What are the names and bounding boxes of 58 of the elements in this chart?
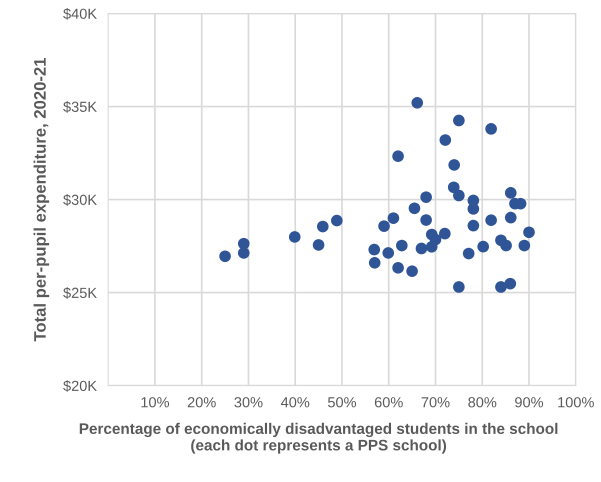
- x-tick-label: 80%: [468, 397, 496, 408]
- y-tick-label: $20K: [63, 380, 97, 392]
- point: [396, 240, 408, 252]
- x-axis-title: Percentage of economically disadvantaged students in the school (each dot represents a PPS school): [80, 422, 558, 454]
- point: [462, 248, 474, 260]
- x-tick-label: 90%: [515, 397, 544, 408]
- point: [453, 281, 465, 293]
- point: [448, 159, 460, 171]
- point: [420, 214, 432, 226]
- point: [468, 220, 480, 232]
- point: [448, 181, 460, 194]
- point: [288, 231, 301, 243]
- point: [518, 240, 530, 252]
- x-tick-label: 50%: [328, 397, 356, 408]
- point: [392, 150, 404, 162]
- point: [420, 191, 432, 203]
- point: [504, 278, 516, 290]
- point: [406, 265, 418, 277]
- x-tick-label: 100%: [558, 397, 594, 408]
- point: [378, 220, 390, 232]
- x-tick-label: 40%: [280, 397, 310, 408]
- point: [368, 256, 381, 269]
- point: [504, 187, 517, 199]
- point: [439, 228, 451, 240]
- point: [312, 239, 324, 251]
- x-tick-label: 30%: [234, 397, 263, 408]
- x-tick-label: 20%: [188, 397, 216, 408]
- point: [238, 247, 250, 259]
- point: [500, 240, 512, 252]
- point: [495, 281, 507, 293]
- point: [388, 212, 400, 224]
- point: [504, 212, 517, 224]
- x-tick-label: 60%: [374, 397, 403, 408]
- point: [468, 203, 480, 215]
- y-tick-label: $30K: [63, 194, 97, 206]
- point: [453, 190, 465, 202]
- point: [408, 202, 420, 214]
- point: [426, 240, 438, 253]
- point: [219, 250, 231, 262]
- point: [316, 220, 329, 232]
- point: [439, 134, 452, 146]
- y-tick-label: $40K: [63, 8, 97, 20]
- point: [382, 247, 394, 259]
- point: [485, 123, 497, 135]
- x-tick-label: 10%: [141, 397, 170, 408]
- point: [453, 114, 465, 126]
- y-tick-label: $25K: [63, 287, 97, 299]
- y-axis-title: Total per-pupil expenditure, 2020-21: [34, 58, 50, 342]
- point: [485, 214, 497, 226]
- point: [477, 240, 489, 252]
- point: [411, 96, 424, 109]
- point: [331, 214, 343, 226]
- x-tick-label: 70%: [422, 397, 450, 408]
- point: [416, 242, 428, 254]
- point: [523, 226, 535, 238]
- point: [368, 244, 380, 256]
- y-tick-label: $35K: [63, 101, 97, 113]
- point: [392, 262, 404, 274]
